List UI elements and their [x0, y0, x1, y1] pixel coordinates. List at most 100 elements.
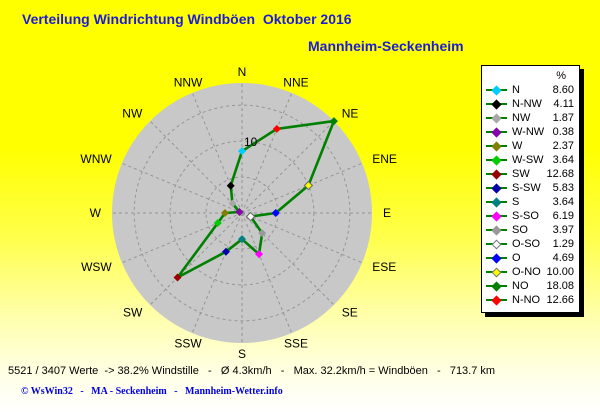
legend-item-value: 5.83 — [552, 182, 574, 194]
legend-item-label: S-SW — [512, 182, 541, 194]
grid-radial — [241, 162, 363, 214]
series-marker-icon — [486, 225, 507, 236]
legend-item-value: 0.38 — [552, 126, 574, 138]
direction-label: W — [90, 206, 102, 220]
legend-box: % N 8.60 N-NW 4.11 NW 1.87 W-NW 0.38 W 2.37 W-SW 3.… — [481, 65, 580, 313]
series-marker-icon — [486, 113, 507, 124]
direction-label: ENE — [372, 152, 397, 166]
grid-ring — [169, 140, 315, 286]
series-point-icon — [491, 239, 502, 249]
grid-radial — [241, 212, 363, 264]
series-marker-icon — [486, 267, 507, 278]
direction-label: SW — [123, 306, 143, 320]
series-marker-icon — [486, 281, 507, 292]
series-marker-icon — [486, 127, 507, 138]
series-point-icon — [491, 85, 502, 95]
legend-item-value: 3.64 — [552, 154, 574, 166]
data-point-marker — [173, 273, 182, 282]
legend-item-label: W-NW — [512, 126, 545, 138]
legend-item: N-NW 4.11 — [482, 97, 579, 111]
direction-label: SSW — [174, 336, 202, 350]
legend-item: N-NO 12.66 — [482, 293, 579, 307]
status-line: 5521 / 3407 Werte -> 38.2% Windstille - … — [8, 365, 496, 377]
legend-item-label: N-NO — [512, 294, 541, 306]
legend-item-value: 6.19 — [552, 210, 574, 222]
data-point-marker — [303, 180, 314, 191]
legend-item-label: SO — [512, 224, 528, 236]
footer-credits: © WsWin32 - MA - Seckenheim - Mannheim-W… — [21, 386, 283, 397]
legend-item: W-SW 3.64 — [482, 153, 579, 167]
legend-item-label: SW — [512, 168, 530, 180]
grid-radial — [121, 162, 243, 214]
direction-label: SE — [342, 306, 358, 320]
legend-item-value: 1.87 — [552, 112, 574, 124]
series-marker-icon — [486, 99, 507, 110]
series-point-icon — [491, 267, 502, 277]
legend-item: W-NW 0.38 — [482, 125, 579, 139]
grid-radial — [241, 212, 335, 306]
data-point-marker — [221, 247, 230, 256]
series-marker-icon — [486, 85, 507, 96]
data-point-marker — [271, 209, 280, 217]
direction-label: S — [238, 347, 246, 361]
legend-rows: N 8.60 N-NW 4.11 NW 1.87 W-NW 0.38 W 2.37 W-SW 3.64… — [482, 83, 579, 307]
grid-radial — [241, 92, 293, 214]
legend-item-value: 8.60 — [552, 84, 574, 96]
grid-radial — [241, 212, 293, 334]
chart-title: Verteilung Windrichtung Windböen Oktober… — [22, 11, 352, 27]
direction-label: E — [383, 206, 391, 220]
direction-label: ESE — [372, 260, 396, 274]
legend-item-label: N-NW — [512, 98, 542, 110]
legend-item-label: O-SO — [512, 238, 541, 250]
series-point-icon — [491, 183, 502, 193]
legend-item-label: N — [512, 84, 520, 96]
legend-item-value: 18.08 — [546, 280, 574, 292]
legend-item-label: NO — [512, 280, 529, 292]
legend-item-value: 1.29 — [552, 238, 574, 250]
legend-item: S-SO 6.19 — [482, 209, 579, 223]
series-marker-icon — [486, 155, 507, 166]
legend-item: S 3.64 — [482, 195, 579, 209]
data-point-marker — [258, 229, 267, 238]
series-point-icon — [491, 253, 502, 263]
series-marker-icon — [486, 141, 507, 152]
data-point-marker — [238, 147, 246, 156]
series-point-icon — [491, 197, 502, 207]
data-point-marker — [238, 235, 246, 244]
legend-item: SW 12.68 — [482, 167, 579, 181]
legend-item: NW 1.87 — [482, 111, 579, 125]
grid-radial — [191, 212, 243, 334]
series-marker-icon — [486, 295, 507, 306]
direction-label: NNW — [174, 76, 203, 90]
data-point-marker — [228, 199, 237, 208]
direction-label: NNE — [283, 76, 308, 90]
direction-label: NE — [342, 106, 359, 120]
legend-item-label: S — [512, 196, 520, 208]
legend-item: O 4.69 — [482, 251, 579, 265]
grid-ring — [133, 104, 351, 322]
station-name: Mannheim-Seckenheim — [308, 38, 464, 54]
direction-label: N — [238, 65, 247, 79]
series-point-icon — [491, 169, 502, 179]
data-point-marker — [235, 207, 244, 216]
series-point-icon — [491, 295, 502, 305]
legend-item-value: 4.11 — [553, 98, 574, 110]
legend-item: SO 3.97 — [482, 223, 579, 237]
legend-item-value: 3.64 — [552, 196, 574, 208]
series-point-icon — [491, 99, 502, 109]
legend-item: N 8.60 — [482, 83, 579, 97]
series-marker-icon — [486, 169, 507, 180]
legend-item: S-SW 5.83 — [482, 181, 579, 195]
series-point-icon — [491, 113, 502, 123]
grid-radial — [121, 212, 243, 264]
series-marker-icon — [486, 239, 507, 250]
data-point-marker — [272, 124, 281, 133]
legend-item: O-SO 1.29 — [482, 237, 579, 251]
series-point-icon — [491, 211, 502, 221]
legend-item-label: W — [512, 140, 523, 152]
ring-scale-label: 10 — [244, 135, 258, 149]
direction-label: SSE — [284, 336, 308, 350]
legend-item-label: S-SO — [512, 210, 539, 222]
legend-item: NO 18.08 — [482, 279, 579, 293]
